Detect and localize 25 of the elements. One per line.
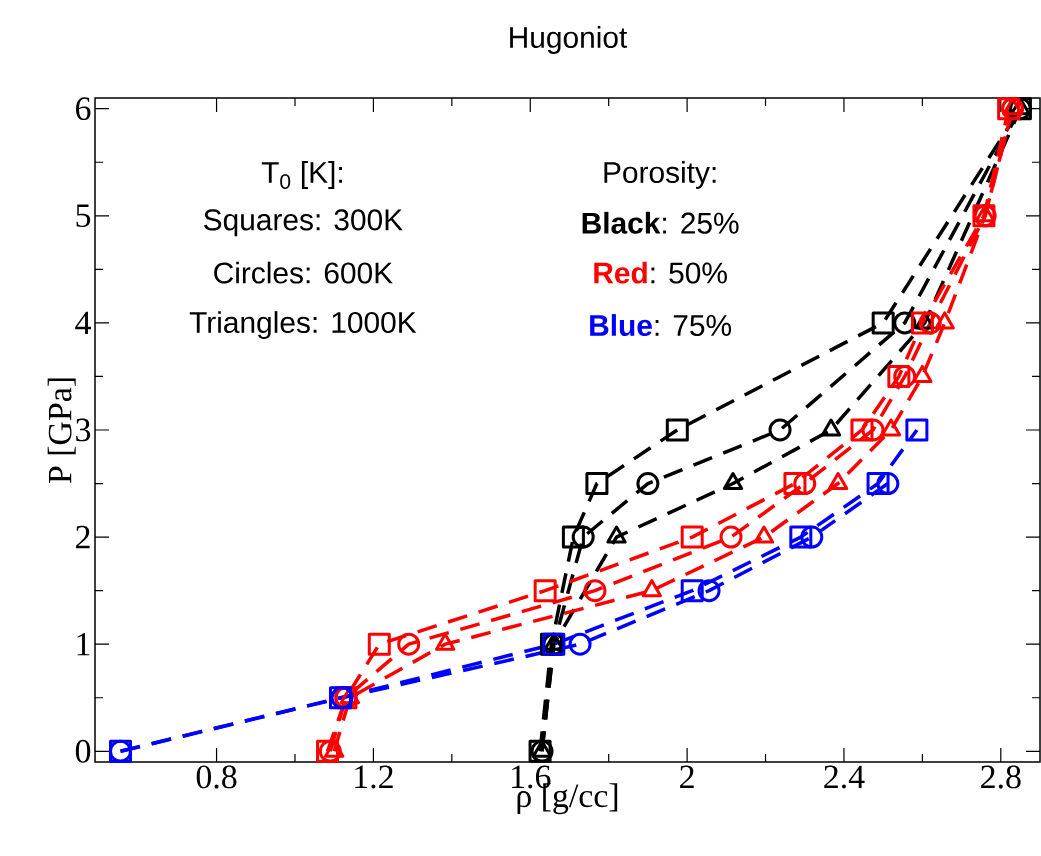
x-tick-label: 0.8 xyxy=(196,765,237,789)
y-tick-label: 5 xyxy=(76,204,91,228)
y-tick-label: 6 xyxy=(76,97,91,121)
annotation: T$_{0}$ [K]: xyxy=(261,161,342,189)
annotation: Circles: 600K xyxy=(214,261,393,284)
y-tick-label: 4 xyxy=(75,311,91,335)
annotation: : 75% xyxy=(655,315,732,337)
annotation: Squares: 300K xyxy=(204,209,403,237)
annotation: : 50% xyxy=(651,262,727,284)
x-tick-label: 2.4 xyxy=(824,765,865,789)
y-tick-label: 2 xyxy=(76,525,90,549)
y-tick-label: 1 xyxy=(77,633,90,656)
y-tick-label: 3 xyxy=(76,418,91,442)
annotation: Black xyxy=(582,211,661,234)
annotation: Blue xyxy=(590,314,652,337)
annotation: Porosity: xyxy=(604,161,716,189)
x-tick-label: 2.8 xyxy=(981,765,1021,789)
annotation: : 25% xyxy=(663,212,739,234)
annotation: Triangles: 1000K xyxy=(189,311,417,339)
x-tick-label: 1.2 xyxy=(355,765,393,789)
annotation: Red xyxy=(594,261,647,284)
chart-title: Hugoniot xyxy=(510,26,628,54)
x-tick-label: 2 xyxy=(680,765,694,788)
y-axis-title: P [GPa] xyxy=(47,378,76,484)
y-tick-label: 0 xyxy=(75,739,91,763)
